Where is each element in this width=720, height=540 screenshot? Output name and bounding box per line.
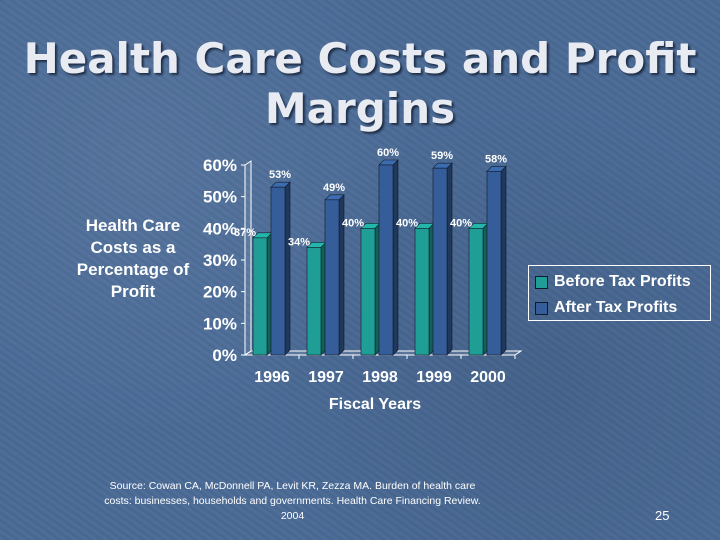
x-tick-label: 1997 [308,369,344,386]
bar-before-tax-profits-1996 [252,237,268,356]
bar-side [446,162,453,356]
data-label: 58% [485,153,507,165]
y-tick-label: 40% [203,219,237,238]
data-label: 40% [396,217,418,229]
x-tick-label: 2000 [470,369,506,386]
legend-swatch-before-tax [535,275,548,289]
bar-before-tax-profits-1999 [414,228,430,356]
bar-after-tax-profits-1998 [378,164,394,356]
y-tick-label: 10% [203,314,237,333]
y-tick-label: 0% [212,346,237,365]
chart-legend: Before Tax Profits After Tax Profits [528,265,711,321]
x-tick-label: 1996 [254,369,290,386]
page-number: 25 [655,508,670,523]
data-label: 40% [342,217,364,229]
y-tick-label: 20% [203,283,237,302]
bar-side [284,181,291,356]
y-tick-label: 50% [203,188,237,207]
x-tick-label: 1999 [416,369,452,386]
bar-after-tax-profits-1997 [324,199,340,356]
data-label: 59% [431,150,453,162]
bar-before-tax-profits-1997 [306,247,322,356]
data-label: 40% [450,217,472,229]
bar-after-tax-profits-2000 [486,171,502,356]
bar-after-tax-profits-1996 [270,186,286,356]
x-axis-title: Fiscal Years [328,396,422,413]
legend-swatch-after-tax [535,301,548,315]
bar-after-tax-profits-1999 [432,167,448,356]
bar-side [392,159,399,356]
y-tick-label: 30% [203,251,237,270]
bar-side [500,165,507,356]
legend-item-before-tax: Before Tax Profits [535,272,691,292]
y-axis-title: Health Care Costs as a Percentage of Pro… [76,216,190,301]
data-label: 49% [323,182,345,194]
slide-title: Health Care Costs and Profit Margins [23,34,697,133]
x-tick-label: 1998 [362,369,398,386]
legend-label-before-tax: Before Tax Profits [554,273,691,290]
legend-item-after-tax: After Tax Profits [535,298,677,318]
data-label: 37% [234,227,256,239]
chart-side-wall [244,160,252,356]
bar-before-tax-profits-2000 [468,228,484,356]
y-tick-label: 60% [203,156,237,175]
data-label: 53% [269,169,291,181]
bar-before-tax-profits-1998 [360,228,376,356]
source-citation: Source: Cowan CA, McDonnell PA, Levit KR… [104,480,481,522]
data-label: 34% [288,236,310,248]
data-label: 60% [377,147,399,159]
legend-label-after-tax: After Tax Profits [554,299,678,316]
